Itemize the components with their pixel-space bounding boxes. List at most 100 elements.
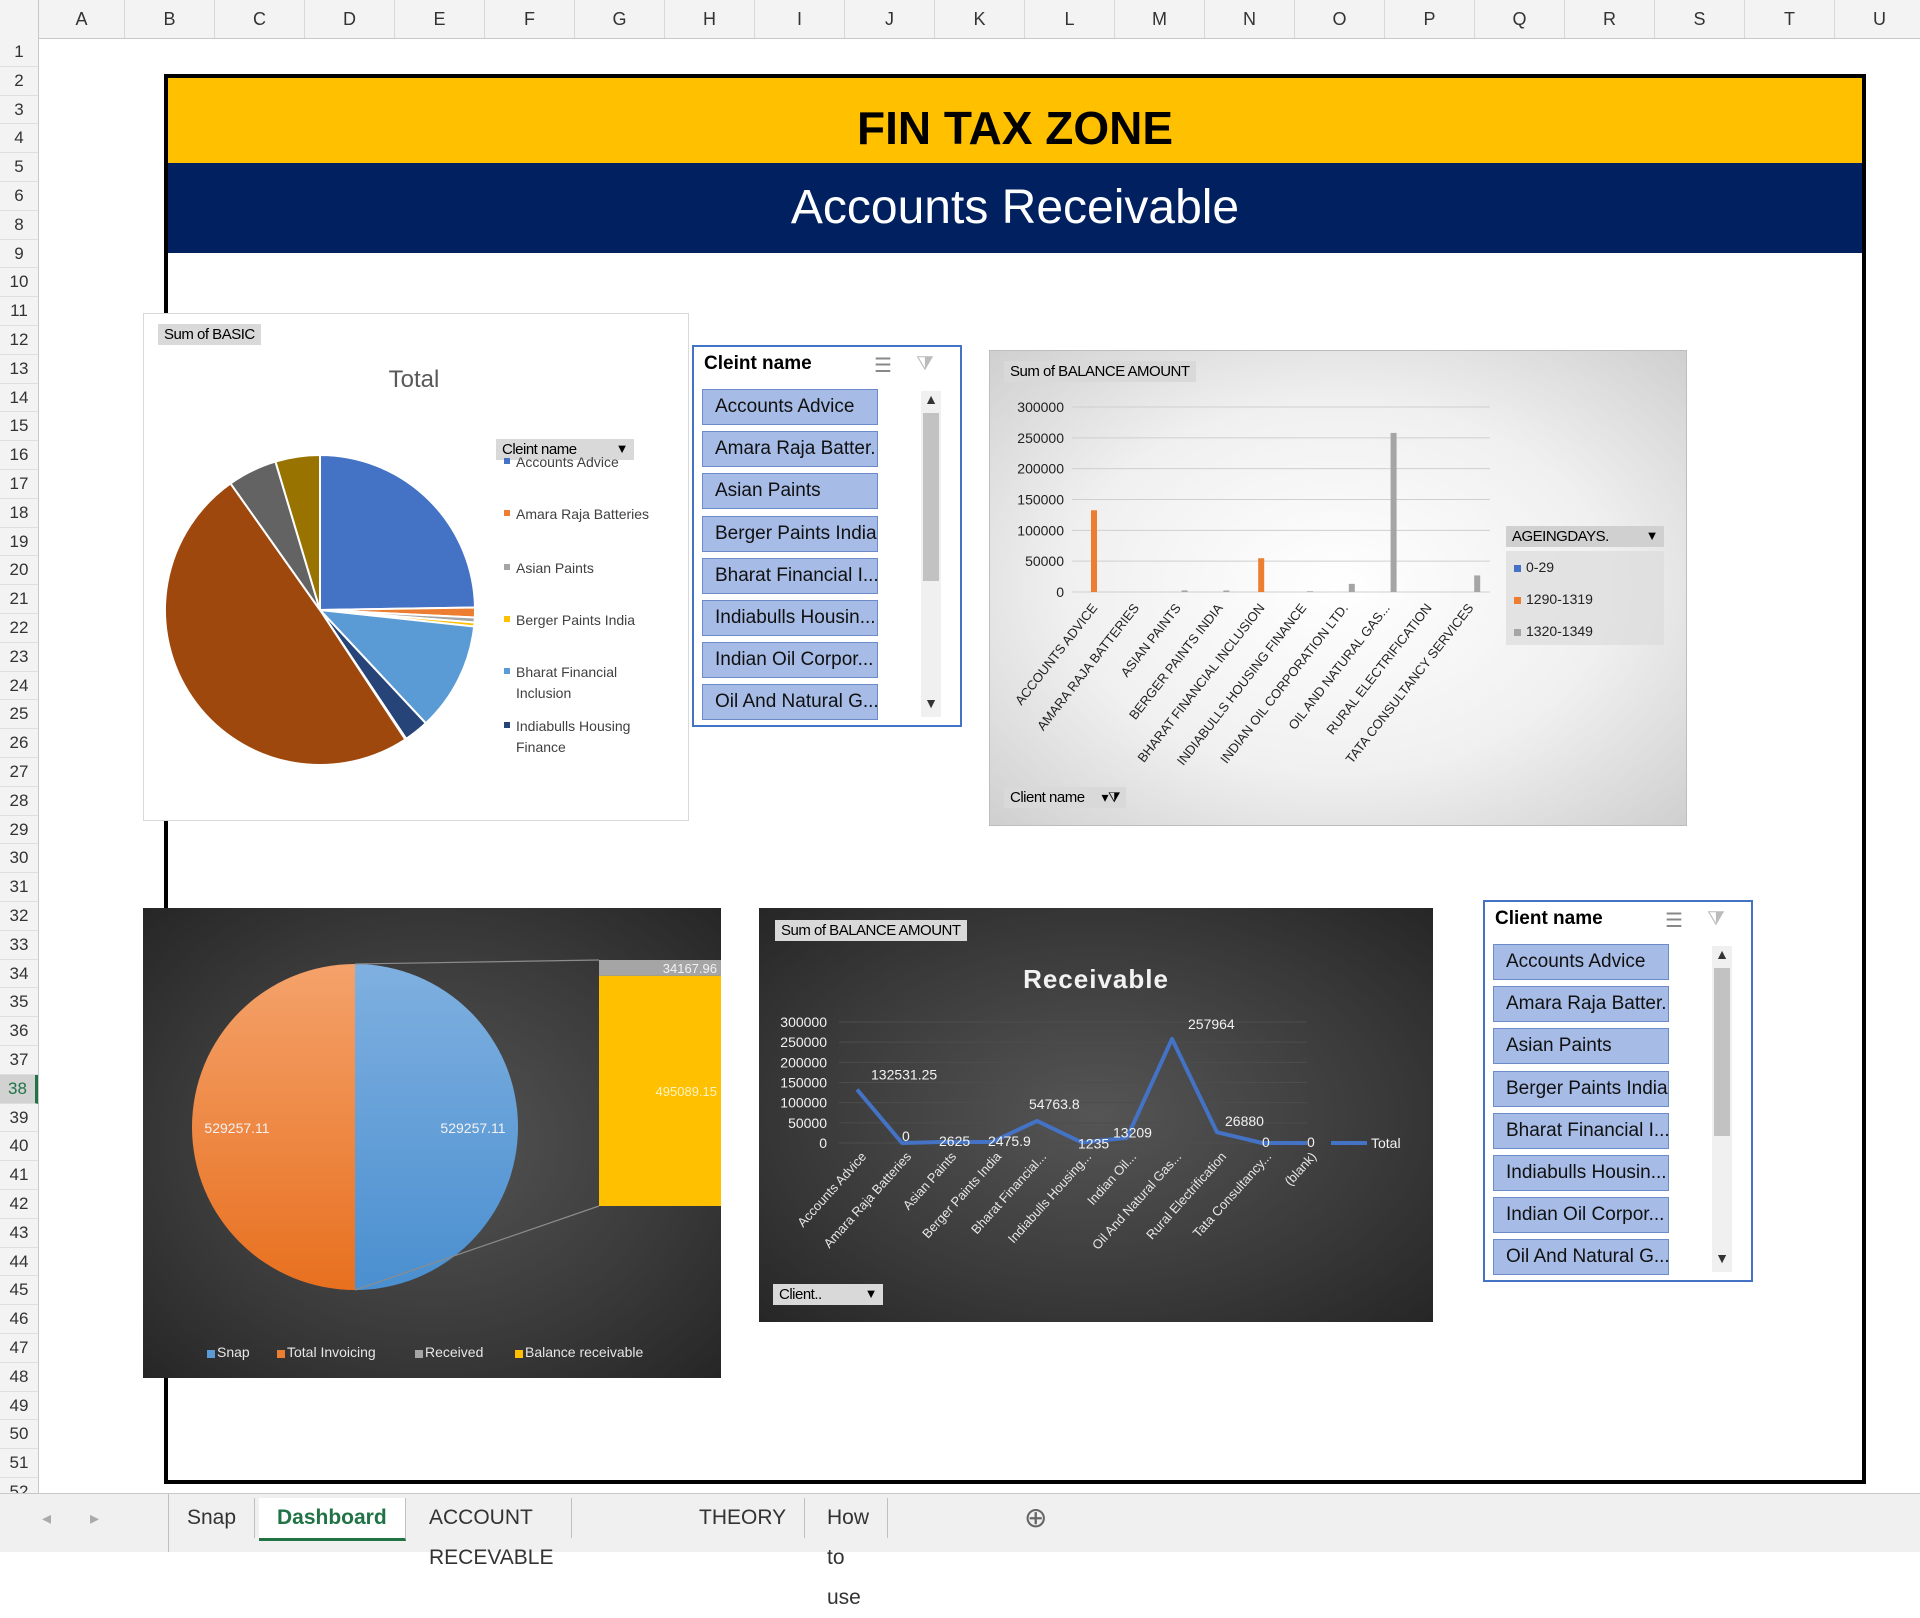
column-header-m[interactable]: M: [1115, 0, 1205, 38]
snap-pie-of-bar-chart[interactable]: 529257.11 529257.11 34167.96 495089.15 Snap…: [143, 908, 721, 1378]
row-header-45[interactable]: 45: [0, 1276, 38, 1306]
row-header-13[interactable]: 13: [0, 355, 38, 384]
row-header-25[interactable]: 25: [0, 700, 38, 730]
scrollbar-thumb[interactable]: [923, 413, 939, 581]
column-header-s[interactable]: S: [1655, 0, 1745, 38]
row-header-33[interactable]: 33: [0, 931, 38, 960]
row-header-10[interactable]: 10: [0, 268, 38, 298]
slicer-item[interactable]: Indian Oil Corpor...: [1493, 1197, 1669, 1234]
row-header-44[interactable]: 44: [0, 1248, 38, 1277]
row-header-21[interactable]: 21: [0, 585, 38, 614]
sum-of-basic-button[interactable]: Sum of BASIC: [158, 324, 261, 345]
slicer-item[interactable]: Asian Paints: [1493, 1028, 1669, 1065]
scroll-down-arrow-icon[interactable]: ▼: [924, 695, 938, 711]
row-header-26[interactable]: 26: [0, 729, 38, 758]
row-header-2[interactable]: 2: [0, 67, 38, 96]
tab-scroll-right-icon[interactable]: ▸: [90, 1508, 100, 1528]
row-header-32[interactable]: 32: [0, 902, 38, 931]
row-header-35[interactable]: 35: [0, 988, 38, 1018]
column-header-e[interactable]: E: [395, 0, 485, 38]
column-header-i[interactable]: I: [755, 0, 845, 38]
row-header-4[interactable]: 4: [0, 124, 38, 154]
slicer-scrollbar[interactable]: ▲ ▼: [921, 391, 941, 717]
column-header-a[interactable]: A: [39, 0, 125, 38]
row-header-46[interactable]: 46: [0, 1305, 38, 1334]
column-header-o[interactable]: O: [1295, 0, 1385, 38]
multi-select-icon[interactable]: ☰: [874, 355, 892, 377]
client-name-axis-button[interactable]: Client name ▾⧩: [1004, 787, 1126, 808]
sheet-tab-snap[interactable]: Snap: [169, 1498, 256, 1538]
basic-pie-chart[interactable]: Sum of BASIC Total Cleint name ▼ Account…: [143, 313, 689, 821]
slicer-item[interactable]: Indian Oil Corpor...: [702, 642, 878, 679]
scrollbar-thumb[interactable]: [1714, 968, 1730, 1136]
column-header-f[interactable]: F: [485, 0, 575, 38]
row-header-43[interactable]: 43: [0, 1219, 38, 1248]
row-header-6[interactable]: 6: [0, 182, 38, 211]
column-header-t[interactable]: T: [1745, 0, 1835, 38]
column-header-h[interactable]: H: [665, 0, 755, 38]
row-header-1[interactable]: 1: [0, 38, 38, 67]
column-header-k[interactable]: K: [935, 0, 1025, 38]
row-header-31[interactable]: 31: [0, 873, 38, 902]
row-header-51[interactable]: 51: [0, 1449, 38, 1478]
column-header-d[interactable]: D: [305, 0, 395, 38]
row-header-49[interactable]: 49: [0, 1392, 38, 1421]
row-header-36[interactable]: 36: [0, 1017, 38, 1046]
row-header-9[interactable]: 9: [0, 240, 38, 269]
column-header-l[interactable]: L: [1025, 0, 1115, 38]
sheet-tab-account-recevable[interactable]: ACCOUNT RECEVABLE: [411, 1498, 573, 1569]
client-name-slicer-bottom[interactable]: Client name ☰ ⧩ Accounts Advice Amara Raj…: [1483, 900, 1753, 1282]
row-header-39[interactable]: 39: [0, 1104, 38, 1133]
slicer-item[interactable]: Amara Raja Batter...: [702, 431, 878, 468]
balance-amount-column-chart[interactable]: Sum of BALANCE AMOUNT 300000 250000 200000…: [989, 350, 1687, 826]
client-name-legend-button[interactable]: Cleint name ▼: [496, 439, 634, 460]
row-header-3[interactable]: 3: [0, 96, 38, 125]
row-header-40[interactable]: 40: [0, 1132, 38, 1162]
clear-filter-icon[interactable]: ⧩: [916, 353, 934, 375]
line-client-axis-button[interactable]: Client.. ▼: [773, 1284, 883, 1305]
worksheet-grid[interactable]: FIN TAX ZONE Accounts Receivable Sum of …: [39, 39, 1920, 1493]
column-header-j[interactable]: J: [845, 0, 935, 38]
row-header-27[interactable]: 27: [0, 758, 38, 787]
column-header-c[interactable]: C: [215, 0, 305, 38]
row-header-38[interactable]: 38: [0, 1074, 38, 1104]
ageing-days-legend-button[interactable]: AGEINGDAYS. ▼: [1506, 526, 1664, 547]
column-header-r[interactable]: R: [1565, 0, 1655, 38]
slicer-item[interactable]: Asian Paints: [702, 473, 878, 510]
column-header-n[interactable]: N: [1205, 0, 1295, 38]
row-header-5[interactable]: 5: [0, 153, 38, 182]
row-header-42[interactable]: 42: [0, 1190, 38, 1219]
slicer-item[interactable]: Accounts Advice: [702, 389, 878, 425]
slicer-item[interactable]: Berger Paints India: [702, 515, 878, 552]
scroll-up-arrow-icon[interactable]: ▲: [924, 391, 938, 407]
slicer2-scrollbar[interactable]: ▲ ▼: [1712, 946, 1732, 1272]
receivable-line-chart[interactable]: Sum of BALANCE AMOUNT Receivable 300000 2…: [759, 908, 1433, 1322]
row-header-17[interactable]: 17: [0, 470, 38, 499]
slicer-item[interactable]: Berger Paints India: [1493, 1070, 1669, 1107]
client-name-slicer-top[interactable]: Cleint name ☰ ⧩ Accounts Advice Amara Raj…: [692, 345, 962, 727]
scroll-up-arrow-icon[interactable]: ▲: [1715, 946, 1729, 962]
row-header-8[interactable]: 8: [0, 211, 38, 240]
slicer-item[interactable]: Oil And Natural G...: [1493, 1239, 1669, 1276]
row-header-29[interactable]: 29: [0, 816, 38, 845]
slicer-item[interactable]: Indiabulls Housin...: [702, 600, 878, 636]
slicer-item[interactable]: Amara Raja Batter...: [1493, 986, 1669, 1023]
row-header-37[interactable]: 37: [0, 1046, 38, 1075]
column-header-q[interactable]: Q: [1475, 0, 1565, 38]
row-header-48[interactable]: 48: [0, 1363, 38, 1392]
row-header-30[interactable]: 30: [0, 844, 38, 874]
row-header-34[interactable]: 34: [0, 960, 38, 989]
row-header-12[interactable]: 12: [0, 326, 38, 355]
slicer-item[interactable]: Accounts Advice: [1493, 944, 1669, 980]
slicer-item[interactable]: Oil And Natural G...: [702, 684, 878, 721]
row-header-23[interactable]: 23: [0, 643, 38, 672]
row-header-19[interactable]: 19: [0, 528, 38, 557]
slicer-item[interactable]: Bharat Financial I...: [702, 557, 878, 594]
line-sum-of-balance-button[interactable]: Sum of BALANCE AMOUNT: [775, 920, 967, 941]
select-all-corner[interactable]: [0, 0, 39, 38]
column-header-p[interactable]: P: [1385, 0, 1475, 38]
new-sheet-plus-icon[interactable]: ⊕: [1024, 1502, 1048, 1533]
sheet-tab-theory[interactable]: THEORY: [681, 1498, 806, 1538]
column-header-b[interactable]: B: [125, 0, 215, 38]
row-header-14[interactable]: 14: [0, 384, 38, 413]
